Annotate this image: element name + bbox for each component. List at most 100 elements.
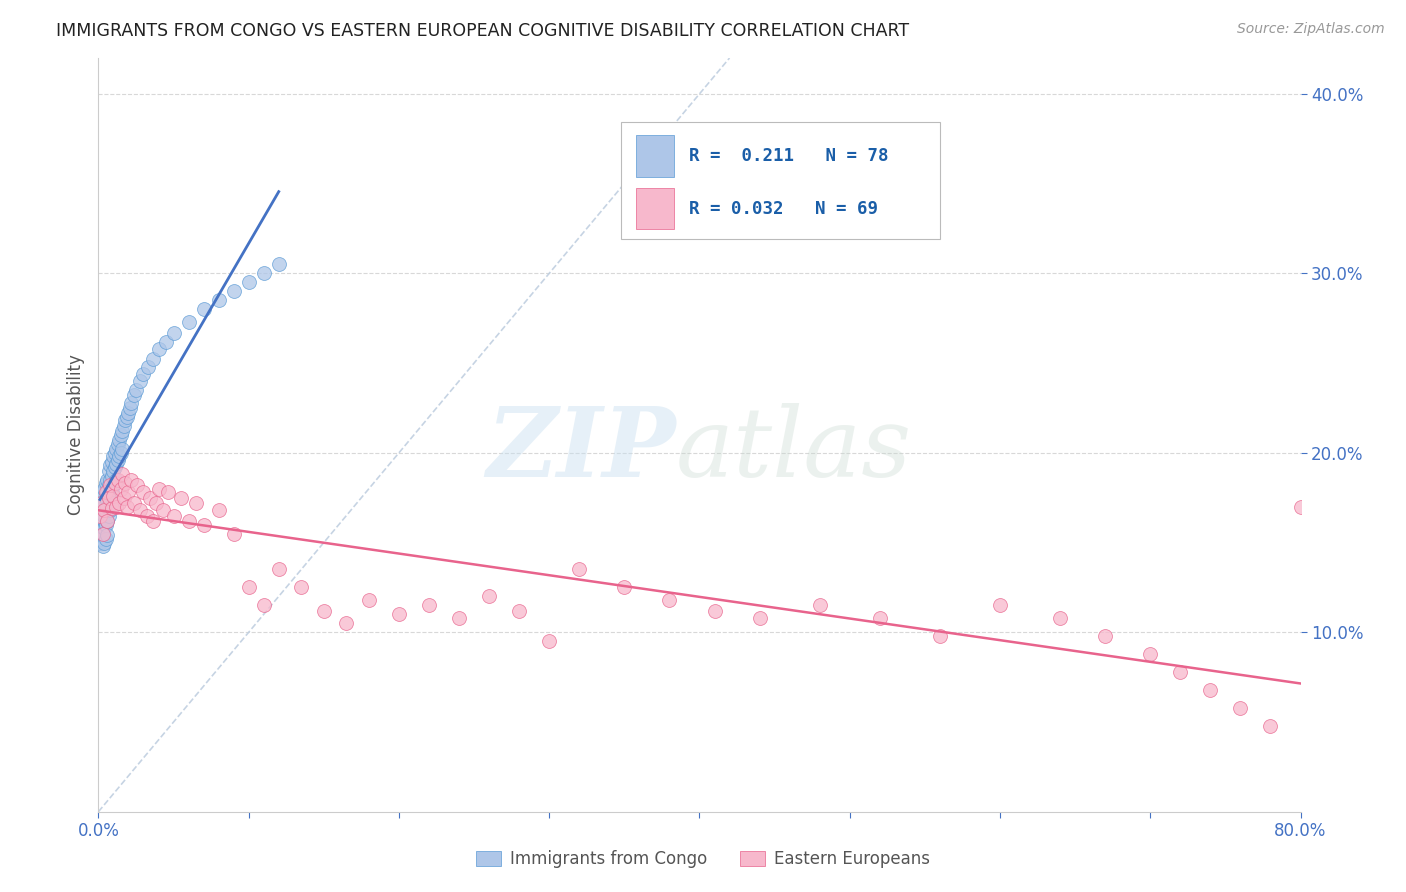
Point xyxy=(114,413,136,427)
Point xyxy=(111,442,134,457)
Point xyxy=(101,485,124,500)
Point xyxy=(115,409,138,424)
Text: R =  0.211   N = 78: R = 0.211 N = 78 xyxy=(689,147,889,165)
Point xyxy=(100,473,122,487)
Point xyxy=(253,266,276,280)
Point xyxy=(988,599,1011,613)
Point xyxy=(93,508,115,523)
Point xyxy=(222,526,245,541)
Text: ZIP: ZIP xyxy=(486,403,675,497)
Point xyxy=(253,599,276,613)
Point xyxy=(658,593,681,607)
Point xyxy=(91,485,114,500)
Point xyxy=(101,501,124,516)
Point xyxy=(97,464,120,478)
Point xyxy=(748,611,770,625)
FancyBboxPatch shape xyxy=(636,136,675,177)
Point xyxy=(121,395,143,409)
Point xyxy=(91,539,114,553)
Point xyxy=(94,476,117,491)
Point xyxy=(127,478,149,492)
Point xyxy=(208,503,231,517)
Point xyxy=(96,528,118,542)
Point xyxy=(129,503,152,517)
Point xyxy=(148,342,170,356)
Legend: Immigrants from Congo, Eastern Europeans: Immigrants from Congo, Eastern Europeans xyxy=(470,844,936,875)
Point xyxy=(703,604,725,618)
Point xyxy=(104,476,127,491)
Point xyxy=(478,590,501,604)
Point xyxy=(193,517,215,532)
Point xyxy=(117,406,139,420)
Point xyxy=(96,473,118,487)
Point xyxy=(89,517,111,532)
Point xyxy=(808,599,831,613)
Point xyxy=(104,446,127,460)
Point xyxy=(90,503,112,517)
Point xyxy=(93,503,115,517)
Point xyxy=(94,485,117,500)
Point xyxy=(93,496,115,510)
Point xyxy=(129,374,152,388)
Text: atlas: atlas xyxy=(675,403,911,497)
Point xyxy=(104,460,127,475)
Point xyxy=(208,293,231,308)
Point xyxy=(111,424,134,438)
Point xyxy=(1170,665,1192,679)
Point xyxy=(89,508,111,523)
Point xyxy=(184,496,207,510)
Point xyxy=(115,500,138,514)
FancyBboxPatch shape xyxy=(621,122,939,239)
Point xyxy=(111,467,134,482)
Point xyxy=(162,508,184,523)
Point xyxy=(267,562,290,576)
Point xyxy=(538,634,561,648)
Point xyxy=(89,535,111,549)
Point xyxy=(97,478,120,492)
Point xyxy=(96,485,118,500)
Point xyxy=(929,629,952,643)
Point xyxy=(148,482,170,496)
Point xyxy=(110,446,132,460)
Point xyxy=(145,496,167,510)
Point xyxy=(107,453,129,467)
Point xyxy=(97,491,120,505)
Point xyxy=(136,359,159,374)
Point xyxy=(103,464,125,478)
Point xyxy=(91,512,114,526)
Point xyxy=(290,581,312,595)
Point xyxy=(335,616,357,631)
Point xyxy=(152,503,174,517)
Point xyxy=(107,473,129,487)
Point xyxy=(114,476,136,491)
Point xyxy=(94,491,117,505)
Point xyxy=(124,388,146,402)
Point xyxy=(100,478,122,492)
Point xyxy=(388,607,411,622)
Point xyxy=(118,401,141,415)
Point xyxy=(1229,700,1251,714)
Point xyxy=(105,442,128,457)
Point xyxy=(94,532,117,546)
Point xyxy=(141,514,163,528)
Point xyxy=(100,487,122,501)
Point xyxy=(155,334,177,349)
Point xyxy=(90,532,112,546)
Point xyxy=(101,455,124,469)
Point xyxy=(91,526,114,541)
Point xyxy=(90,496,112,510)
Point xyxy=(93,535,115,549)
Point xyxy=(613,581,636,595)
Point xyxy=(97,491,120,505)
Point xyxy=(869,611,891,625)
Point xyxy=(1199,682,1222,697)
Point xyxy=(100,503,122,517)
Point xyxy=(222,285,245,299)
Point xyxy=(90,517,112,532)
Point xyxy=(108,450,131,464)
Point xyxy=(100,458,122,473)
Point xyxy=(125,383,148,397)
Point xyxy=(267,257,290,271)
Point xyxy=(93,482,115,496)
Point xyxy=(162,326,184,340)
